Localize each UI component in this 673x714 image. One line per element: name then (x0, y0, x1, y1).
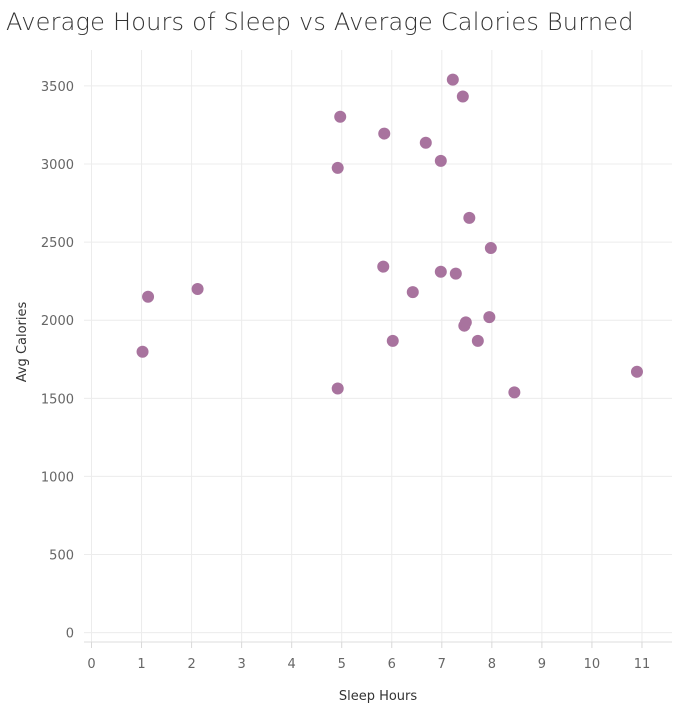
data-point[interactable] (331, 382, 344, 395)
data-point[interactable] (508, 386, 521, 399)
data-point[interactable] (434, 265, 447, 278)
y-axis-ticks: 0 500 1000 1500 2000 2500 3000 3500 (41, 80, 74, 642)
data-point[interactable] (484, 242, 497, 255)
x-tick-label: 9 (538, 657, 546, 672)
x-tick-label: 2 (187, 657, 195, 672)
x-tick-label: 1 (137, 657, 145, 672)
y-tick-label: 3500 (41, 80, 74, 95)
x-tick-label: 6 (388, 657, 396, 672)
chart-title: Average Hours of Sleep vs Average Calori… (6, 8, 634, 36)
y-tick-label: 2500 (41, 236, 74, 251)
data-point[interactable] (334, 110, 347, 123)
x-tick-label: 0 (87, 657, 95, 672)
data-point[interactable] (378, 127, 391, 140)
y-tick-label: 0 (66, 627, 74, 642)
data-point[interactable] (419, 136, 432, 149)
x-tick-label: 8 (488, 657, 496, 672)
y-axis-label: Avg Calories (15, 302, 30, 383)
data-point[interactable] (386, 334, 399, 347)
data-point[interactable] (406, 286, 419, 299)
x-tick-label: 5 (338, 657, 346, 672)
data-point[interactable] (459, 316, 472, 329)
data-point[interactable] (191, 282, 204, 295)
grid (84, 50, 672, 643)
y-tick-label: 3000 (41, 158, 74, 173)
x-tick-label: 3 (237, 657, 245, 672)
x-tick-label: 10 (584, 657, 601, 672)
data-point[interactable] (434, 154, 447, 167)
data-point[interactable] (136, 345, 149, 358)
y-tick-label: 2000 (41, 314, 74, 329)
data-point[interactable] (446, 73, 459, 86)
data-point[interactable] (471, 334, 484, 347)
data-points (136, 73, 643, 399)
y-tick-label: 500 (49, 549, 74, 564)
data-point[interactable] (449, 267, 462, 280)
data-point[interactable] (463, 211, 476, 224)
x-tick-label: 4 (288, 657, 296, 672)
x-tick-label: 11 (634, 657, 651, 672)
data-point[interactable] (331, 161, 344, 174)
data-point[interactable] (630, 365, 643, 378)
x-axis-ticks: 0 1 2 3 4 5 6 7 8 9 10 11 (87, 642, 650, 672)
y-tick-label: 1000 (41, 470, 74, 485)
y-tick-label: 1500 (41, 392, 74, 407)
x-tick-label: 7 (438, 657, 446, 672)
x-axis-label: Sleep Hours (339, 689, 418, 704)
data-point[interactable] (377, 260, 390, 273)
data-point[interactable] (142, 290, 155, 303)
data-point[interactable] (456, 90, 469, 103)
data-point[interactable] (483, 311, 496, 324)
